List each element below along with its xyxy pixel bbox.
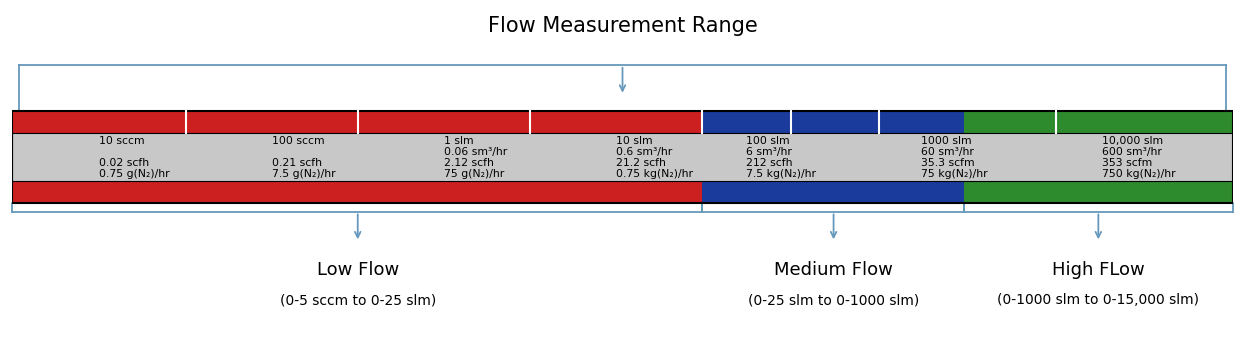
Text: 1000 slm: 1000 slm [921, 136, 972, 146]
Text: (0-5 sccm to 0-25 slm): (0-5 sccm to 0-25 slm) [280, 293, 436, 307]
Bar [964, 111, 1233, 133]
Text: 353 scfm: 353 scfm [1102, 158, 1153, 168]
Text: 0.75 kg(N₂)/hr: 0.75 kg(N₂)/hr [616, 169, 693, 179]
Text: 75 kg(N₂)/hr: 75 kg(N₂)/hr [921, 169, 989, 179]
Bar [12, 111, 702, 133]
Text: 0.6 sm³/hr: 0.6 sm³/hr [616, 147, 672, 157]
Text: 100 sccm: 100 sccm [273, 136, 325, 146]
Text: Medium Flow: Medium Flow [774, 261, 893, 279]
Text: 750 kg(N₂)/hr: 750 kg(N₂)/hr [1102, 169, 1175, 179]
Text: 21.2 scfh: 21.2 scfh [616, 158, 666, 168]
Bar [12, 181, 702, 203]
Text: Flow Measurement Range: Flow Measurement Range [488, 16, 757, 35]
Text: High FLow: High FLow [1052, 261, 1144, 279]
Text: 0.06 sm³/hr: 0.06 sm³/hr [444, 147, 508, 157]
Text: 0.21 scfh: 0.21 scfh [273, 158, 322, 168]
Text: Low Flow: Low Flow [316, 261, 398, 279]
Text: 75 g(N₂)/hr: 75 g(N₂)/hr [444, 169, 504, 179]
Text: 0.02 scfh: 0.02 scfh [100, 158, 149, 168]
Text: 2.12 scfh: 2.12 scfh [444, 158, 494, 168]
Text: 7.5 kg(N₂)/hr: 7.5 kg(N₂)/hr [746, 169, 815, 179]
Text: 600 sm³/hr: 600 sm³/hr [1102, 147, 1162, 157]
Text: 6 sm³/hr: 6 sm³/hr [746, 147, 792, 157]
Text: 1 slm: 1 slm [444, 136, 474, 146]
Text: 60 sm³/hr: 60 sm³/hr [921, 147, 975, 157]
Text: (0-1000 slm to 0-15,000 slm): (0-1000 slm to 0-15,000 slm) [997, 293, 1199, 307]
Text: 35.3 scfm: 35.3 scfm [921, 158, 975, 168]
Bar [12, 111, 1233, 203]
Bar [702, 181, 964, 203]
Bar [12, 133, 1233, 181]
Bar [12, 133, 1233, 181]
Bar [964, 181, 1233, 203]
Text: 100 slm: 100 slm [746, 136, 789, 146]
Text: 10 slm: 10 slm [616, 136, 654, 146]
Text: 10 sccm: 10 sccm [100, 136, 144, 146]
Text: 0.75 g(N₂)/hr: 0.75 g(N₂)/hr [100, 169, 169, 179]
Bar [702, 111, 964, 133]
Text: 10,000 slm: 10,000 slm [1102, 136, 1163, 146]
Text: (0-25 slm to 0-1000 slm): (0-25 slm to 0-1000 slm) [748, 293, 919, 307]
Text: 212 scfh: 212 scfh [746, 158, 792, 168]
Text: 7.5 g(N₂)/hr: 7.5 g(N₂)/hr [273, 169, 336, 179]
